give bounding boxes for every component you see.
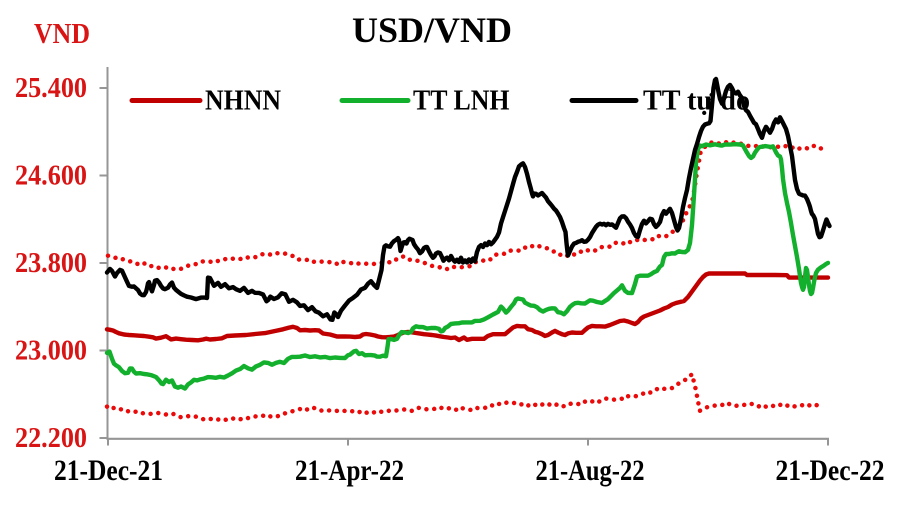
svg-text:21-Dec-22: 21-Dec-22	[776, 454, 885, 487]
svg-text:25.400: 25.400	[15, 72, 87, 104]
svg-text:21-Aug-22: 21-Aug-22	[536, 454, 645, 487]
svg-text:NHNN: NHNN	[205, 86, 281, 117]
svg-text:USD/VND: USD/VND	[352, 10, 512, 50]
svg-text:VND: VND	[34, 19, 90, 50]
svg-text:23.000: 23.000	[15, 335, 87, 367]
svg-text:TT tự do: TT tự do	[643, 86, 750, 117]
svg-text:21-Dec-21: 21-Dec-21	[54, 454, 163, 487]
svg-text:TT LNH: TT LNH	[413, 86, 510, 117]
svg-text:23.800: 23.800	[15, 247, 87, 279]
svg-text:24.600: 24.600	[15, 160, 87, 192]
svg-text:22.200: 22.200	[15, 422, 87, 454]
svg-text:21-Apr-22: 21-Apr-22	[295, 454, 404, 487]
